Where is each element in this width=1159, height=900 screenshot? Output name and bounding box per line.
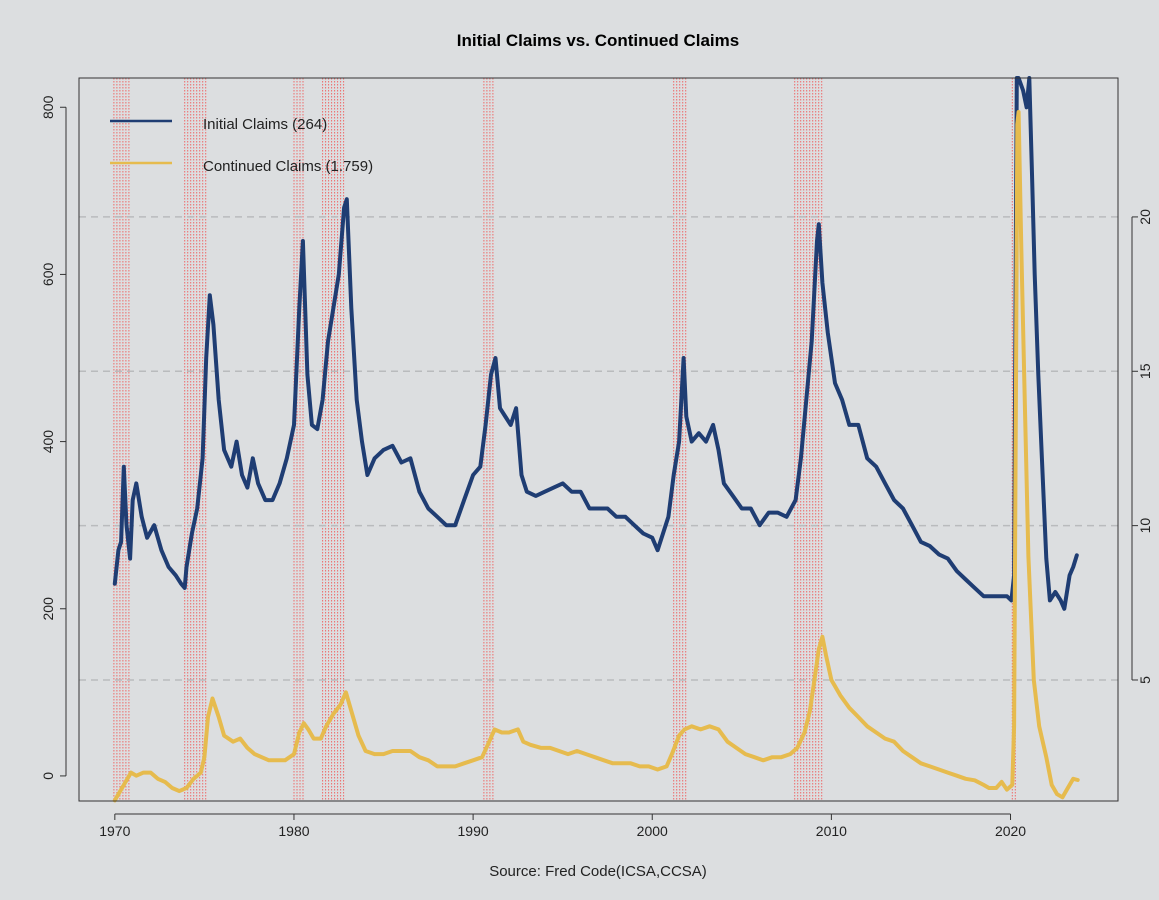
series-initial-claims: [112, 76, 1079, 611]
y-left-tick-label-200: 200: [40, 597, 56, 621]
plot-frame: [78, 77, 1119, 802]
recession-band-4: [322, 78, 345, 801]
y-right-tick-label-15: 15: [1137, 363, 1153, 379]
x-axis: 1970 1980 1990 2000 2010 2020: [99, 813, 1026, 839]
x-tick-label-2010: 2010: [816, 823, 847, 839]
chart-caption: Source: Fred Code(ICSA,CCSA): [489, 863, 707, 880]
y-right-tick-label-20: 20: [1137, 209, 1153, 225]
x-tick-label-1970: 1970: [99, 823, 130, 839]
series-lines: [112, 76, 1080, 803]
y-left-tick-label-0: 0: [40, 772, 56, 780]
recession-band-1: [113, 78, 130, 801]
recession-bands: [113, 78, 1016, 801]
recession-band-3: [293, 78, 304, 801]
legend-label-initial-claims: Initial Claims (264): [203, 116, 327, 133]
y-left-tick-label-800: 800: [40, 95, 56, 119]
y-left-tick-label-600: 600: [40, 263, 56, 287]
series-continued-claims: [112, 110, 1080, 803]
chart-title: Initial Claims vs. Continued Claims: [457, 31, 739, 50]
y-axis-right: 5 10 15 20: [1131, 209, 1153, 684]
grid-lines: [79, 216, 1118, 681]
x-tick-label-2020: 2020: [995, 823, 1026, 839]
x-tick-label-1990: 1990: [458, 823, 489, 839]
y-right-tick-label-5: 5: [1137, 676, 1153, 684]
recession-band-7: [794, 78, 823, 801]
x-tick-label-1980: 1980: [278, 823, 309, 839]
legend-label-continued-claims: Continued Claims (1.759): [203, 158, 373, 175]
legend: Initial Claims (264) Continued Claims (1…: [110, 116, 373, 175]
y-left-tick-label-400: 400: [40, 430, 56, 454]
y-right-tick-label-10: 10: [1137, 518, 1153, 534]
x-tick-label-2000: 2000: [637, 823, 668, 839]
y-axis-left: 0 200 400 600 800: [40, 95, 67, 780]
